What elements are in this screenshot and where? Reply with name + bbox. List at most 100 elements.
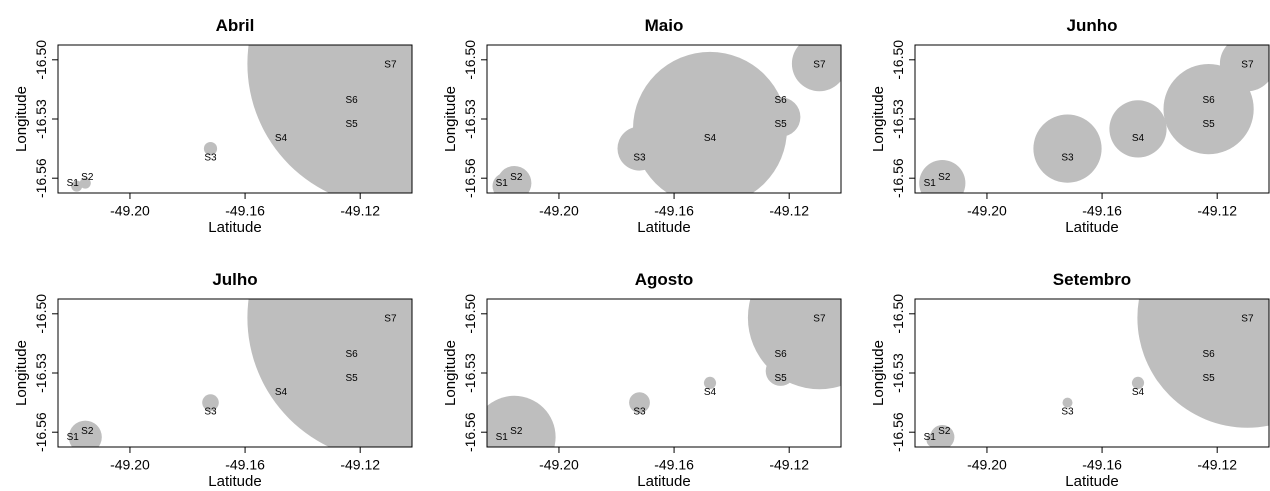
bubble-s3 bbox=[1033, 114, 1102, 183]
x-tick-label: -49.20 bbox=[539, 456, 579, 472]
site-label-s4: S4 bbox=[704, 133, 717, 144]
site-label-s1: S1 bbox=[496, 178, 509, 189]
site-label-s5: S5 bbox=[1202, 373, 1215, 384]
bubble-s4 bbox=[703, 376, 717, 389]
site-label-s4: S4 bbox=[275, 133, 288, 144]
bubble-s7 bbox=[247, 45, 412, 193]
bubble-s2 bbox=[930, 425, 955, 447]
site-label-s5: S5 bbox=[345, 119, 358, 130]
site-label-s6: S6 bbox=[1202, 95, 1215, 106]
y-tick-label: -16.50 bbox=[33, 40, 49, 80]
x-tick-label: -49.12 bbox=[769, 202, 809, 218]
y-tick-label: -16.53 bbox=[890, 99, 906, 139]
bubble-s1 bbox=[71, 180, 83, 192]
x-tick-label: -49.20 bbox=[967, 456, 1007, 472]
y-tick-label: -16.56 bbox=[890, 412, 906, 452]
y-tick-label: -16.50 bbox=[462, 40, 478, 80]
x-tick-label: -49.16 bbox=[1082, 202, 1122, 218]
bubble-s3 bbox=[1062, 397, 1073, 408]
x-axis-label: Latitude bbox=[208, 473, 261, 490]
site-label-s2: S2 bbox=[510, 426, 523, 437]
site-label-s7: S7 bbox=[1241, 60, 1254, 71]
x-axis-label: Latitude bbox=[637, 219, 690, 236]
x-axis-label: Latitude bbox=[208, 219, 261, 236]
site-label-s6: S6 bbox=[774, 95, 787, 106]
x-tick-label: -49.20 bbox=[110, 202, 150, 218]
y-tick-label: -16.50 bbox=[890, 294, 906, 334]
site-label-s5: S5 bbox=[774, 373, 787, 384]
bubble-s2 bbox=[68, 420, 102, 447]
site-label-s1: S1 bbox=[67, 432, 80, 443]
y-tick-label: -16.50 bbox=[462, 294, 478, 334]
bubble-layer bbox=[71, 45, 412, 193]
site-label-s5: S5 bbox=[345, 373, 358, 384]
panel-title: Setembro bbox=[1053, 270, 1131, 289]
site-label-s7: S7 bbox=[384, 314, 397, 325]
x-tick-label: -49.12 bbox=[1197, 456, 1237, 472]
site-label-s3: S3 bbox=[1061, 407, 1074, 418]
site-label-s2: S2 bbox=[81, 426, 94, 437]
y-tick-label: -16.53 bbox=[33, 353, 49, 393]
x-tick-label: -49.12 bbox=[1197, 202, 1237, 218]
y-tick-label: -16.56 bbox=[462, 412, 478, 452]
x-tick-label: -49.12 bbox=[769, 456, 809, 472]
site-label-s3: S3 bbox=[204, 407, 217, 418]
bubble-s7 bbox=[1137, 299, 1269, 428]
bubble-s2 bbox=[79, 177, 91, 189]
bubble-s2 bbox=[487, 395, 556, 447]
y-tick-label: -16.56 bbox=[462, 158, 478, 198]
x-tick-label: -49.16 bbox=[225, 456, 265, 472]
panel-title: Maio bbox=[645, 16, 684, 35]
x-tick-label: -49.20 bbox=[967, 202, 1007, 218]
site-label-s3: S3 bbox=[204, 153, 217, 164]
bubble-s7 bbox=[1219, 45, 1269, 92]
site-label-s7: S7 bbox=[384, 60, 397, 71]
site-label-s1: S1 bbox=[67, 178, 80, 189]
y-tick-label: -16.50 bbox=[33, 294, 49, 334]
x-tick-label: -49.16 bbox=[654, 202, 694, 218]
site-label-s7: S7 bbox=[1241, 314, 1254, 325]
site-label-s1: S1 bbox=[496, 432, 509, 443]
site-label-s6: S6 bbox=[345, 349, 358, 360]
site-label-s3: S3 bbox=[1061, 153, 1074, 164]
bubble-s6 bbox=[768, 97, 793, 122]
bubble-s2 bbox=[919, 160, 966, 193]
y-tick-label: -16.56 bbox=[33, 158, 49, 198]
site-label-s1: S1 bbox=[924, 178, 937, 189]
bubble-s7 bbox=[247, 299, 412, 447]
y-axis-label: Longitude bbox=[13, 340, 30, 406]
x-axis-label: Latitude bbox=[1065, 473, 1118, 490]
bubble-s3 bbox=[203, 142, 218, 156]
x-tick-label: -49.12 bbox=[340, 456, 380, 472]
y-axis-label: Longitude bbox=[870, 86, 887, 152]
site-label-s6: S6 bbox=[774, 349, 787, 360]
y-tick-label: -16.53 bbox=[890, 353, 906, 393]
y-tick-label: -16.53 bbox=[462, 353, 478, 393]
site-label-s2: S2 bbox=[938, 426, 951, 437]
site-label-s5: S5 bbox=[1202, 119, 1215, 130]
site-label-s7: S7 bbox=[813, 60, 826, 71]
x-tick-label: -49.16 bbox=[1082, 456, 1122, 472]
y-tick-label: -16.50 bbox=[890, 40, 906, 80]
bubble-layer bbox=[68, 299, 412, 447]
site-label-s6: S6 bbox=[1202, 349, 1215, 360]
site-label-s5: S5 bbox=[774, 119, 787, 130]
y-tick-label: -16.53 bbox=[33, 99, 49, 139]
bubble-s7 bbox=[791, 45, 841, 92]
x-axis-label: Latitude bbox=[1065, 219, 1118, 236]
bubble-s3 bbox=[202, 394, 219, 411]
site-label-s2: S2 bbox=[81, 172, 94, 183]
x-axis-label: Latitude bbox=[637, 473, 690, 490]
x-tick-label: -49.20 bbox=[539, 202, 579, 218]
site-label-s3: S3 bbox=[633, 407, 646, 418]
y-axis-label: Longitude bbox=[13, 86, 30, 152]
bubble-s4 bbox=[1109, 100, 1167, 158]
bubble-layer bbox=[926, 299, 1269, 447]
site-label-s4: S4 bbox=[1132, 133, 1145, 144]
bubble-s4 bbox=[633, 51, 787, 193]
y-axis-label: Longitude bbox=[870, 340, 887, 406]
